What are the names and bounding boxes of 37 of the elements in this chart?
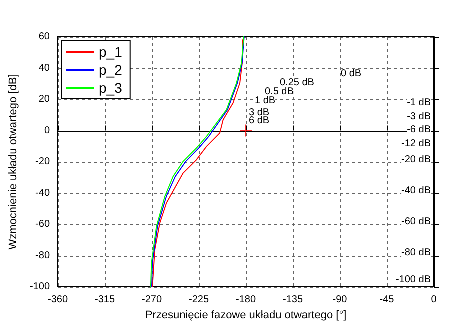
annotation: -40 dB xyxy=(402,186,432,196)
y-tick-label: 60 xyxy=(38,32,50,42)
annotation: -60 dB xyxy=(402,216,432,228)
annotation: 0.25 dB xyxy=(280,78,315,88)
annotation: -1 dB xyxy=(407,98,432,108)
y-tick-label: 40 xyxy=(38,62,50,74)
legend-label: p_2 xyxy=(99,62,123,78)
legend-label: p_1 xyxy=(99,44,123,60)
y-tick-label: -60 xyxy=(36,219,50,230)
y-tick-label: -40 xyxy=(36,188,50,199)
annotation: -100 dB xyxy=(396,274,432,286)
annotation: 0.5 dB xyxy=(265,86,294,98)
annotation: -3 dB xyxy=(407,112,432,122)
x-tick-label: -270 xyxy=(142,294,162,306)
x-tick-label: 0 xyxy=(431,294,438,306)
annotation: 1 dB xyxy=(255,96,276,106)
y-tick-label: -20 xyxy=(36,156,50,168)
y-tick-label: 20 xyxy=(38,94,50,105)
x-tick-label: -180 xyxy=(236,294,256,306)
y-tick-label: 0 xyxy=(44,125,50,136)
x-tick-label: -360 xyxy=(48,294,68,306)
x-axis-title: Przesunięcie fazowe układu otwartego [°] xyxy=(145,309,347,322)
annotation: -12 dB xyxy=(402,138,432,150)
x-tick-label: -135 xyxy=(282,294,304,306)
annotation: -20 dB xyxy=(402,154,432,166)
annotation: -6 dB xyxy=(407,124,432,136)
annotation: -80 dB xyxy=(402,248,432,258)
x-tick-label: -225 xyxy=(188,294,210,306)
x-tick-label: -90 xyxy=(332,294,348,306)
y-tick-label: -80 xyxy=(36,250,50,262)
legend-label: p_3 xyxy=(99,80,123,96)
annotation: 6 dB xyxy=(249,116,270,126)
x-tick-label: -315 xyxy=(94,294,116,306)
annotation: 0 dB xyxy=(341,68,362,80)
y-tick-label: -100 xyxy=(30,282,50,292)
x-tick-label: -45 xyxy=(380,294,395,306)
y-axis-title: Wzmocnienie układu otwartego [dB] xyxy=(8,74,20,250)
